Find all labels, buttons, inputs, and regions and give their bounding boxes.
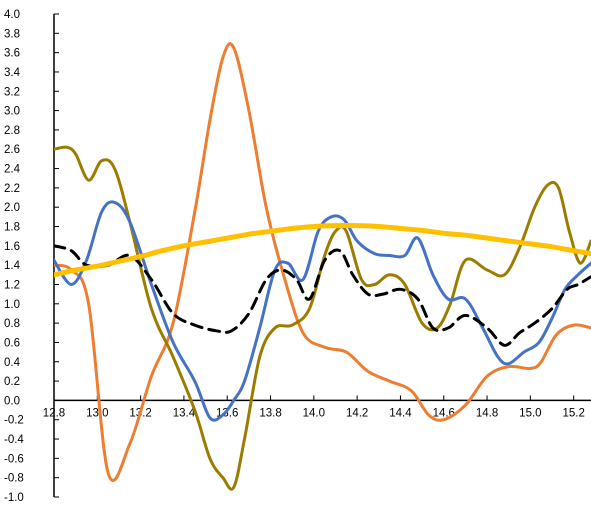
y-tick-label: 0.8 [4, 318, 20, 330]
y-tick-label: 0.0 [4, 395, 20, 407]
y-tick-label: 1.0 [4, 299, 20, 311]
y-tick-label: 0.4 [4, 357, 21, 369]
series-line-3 [54, 200, 591, 422]
y-tick-label: 0.2 [4, 376, 20, 388]
y-tick-label: 1.8 [4, 222, 20, 234]
y-tick-label: 1.4 [4, 260, 21, 272]
series-line-5 [54, 222, 591, 278]
plot-series [54, 42, 591, 491]
y-tick-label: 2.8 [4, 125, 20, 137]
x-tick-label: 13.0 [86, 407, 108, 419]
y-tick-label: 3.0 [4, 106, 20, 118]
y-tick-label: 3.8 [4, 28, 20, 40]
x-tick-label: 15.0 [519, 407, 541, 419]
y-tick-label: -0.8 [4, 473, 24, 485]
y-tick-label: -0.2 [4, 415, 24, 427]
y-tick-label: 3.2 [4, 86, 20, 98]
y-tick-label: 1.2 [4, 279, 20, 291]
series-line-1 [54, 42, 591, 482]
x-tick-label: 13.4 [173, 407, 196, 419]
y-axis-tick-labels: 4.0 3.8 3.6 3.4 3.2 3.0 2.8 2.6 2.4 2.2 2.0 1.8 1.6 1… [4, 9, 24, 504]
series-line-4 [54, 244, 591, 347]
x-axis-tick-labels: 12.8 13.0 13.2 13.4 13.6 13.8 14.0 14.2 14.4 14.6… [43, 407, 585, 419]
y-tick-label: 4.0 [4, 9, 20, 21]
x-tick-label: 14.8 [476, 407, 498, 419]
x-tick-label: 15.2 [562, 407, 584, 419]
y-tick-label: 2.0 [4, 202, 20, 214]
y-tick-label: 1.6 [4, 241, 20, 253]
y-tick-label: 2.2 [4, 183, 20, 195]
y-tick-label: 3.4 [4, 67, 21, 79]
y-tick-label: -1.0 [4, 492, 24, 504]
x-tick-label: 13.8 [259, 407, 281, 419]
x-tick-label: 14.4 [389, 407, 412, 419]
y-tick-label: -0.6 [4, 453, 24, 465]
y-tick-label: -0.4 [4, 434, 24, 446]
x-tick-label: 14.2 [346, 407, 368, 419]
y-tick-label: 2.4 [4, 164, 21, 176]
y-tick-label: 2.6 [4, 144, 20, 156]
series-line-2 [54, 145, 591, 491]
x-tick-label: 14.0 [303, 407, 325, 419]
y-tick-label: 0.6 [4, 337, 20, 349]
y-tick-label: 3.6 [4, 48, 20, 60]
x-tick-label: 12.8 [43, 407, 65, 419]
